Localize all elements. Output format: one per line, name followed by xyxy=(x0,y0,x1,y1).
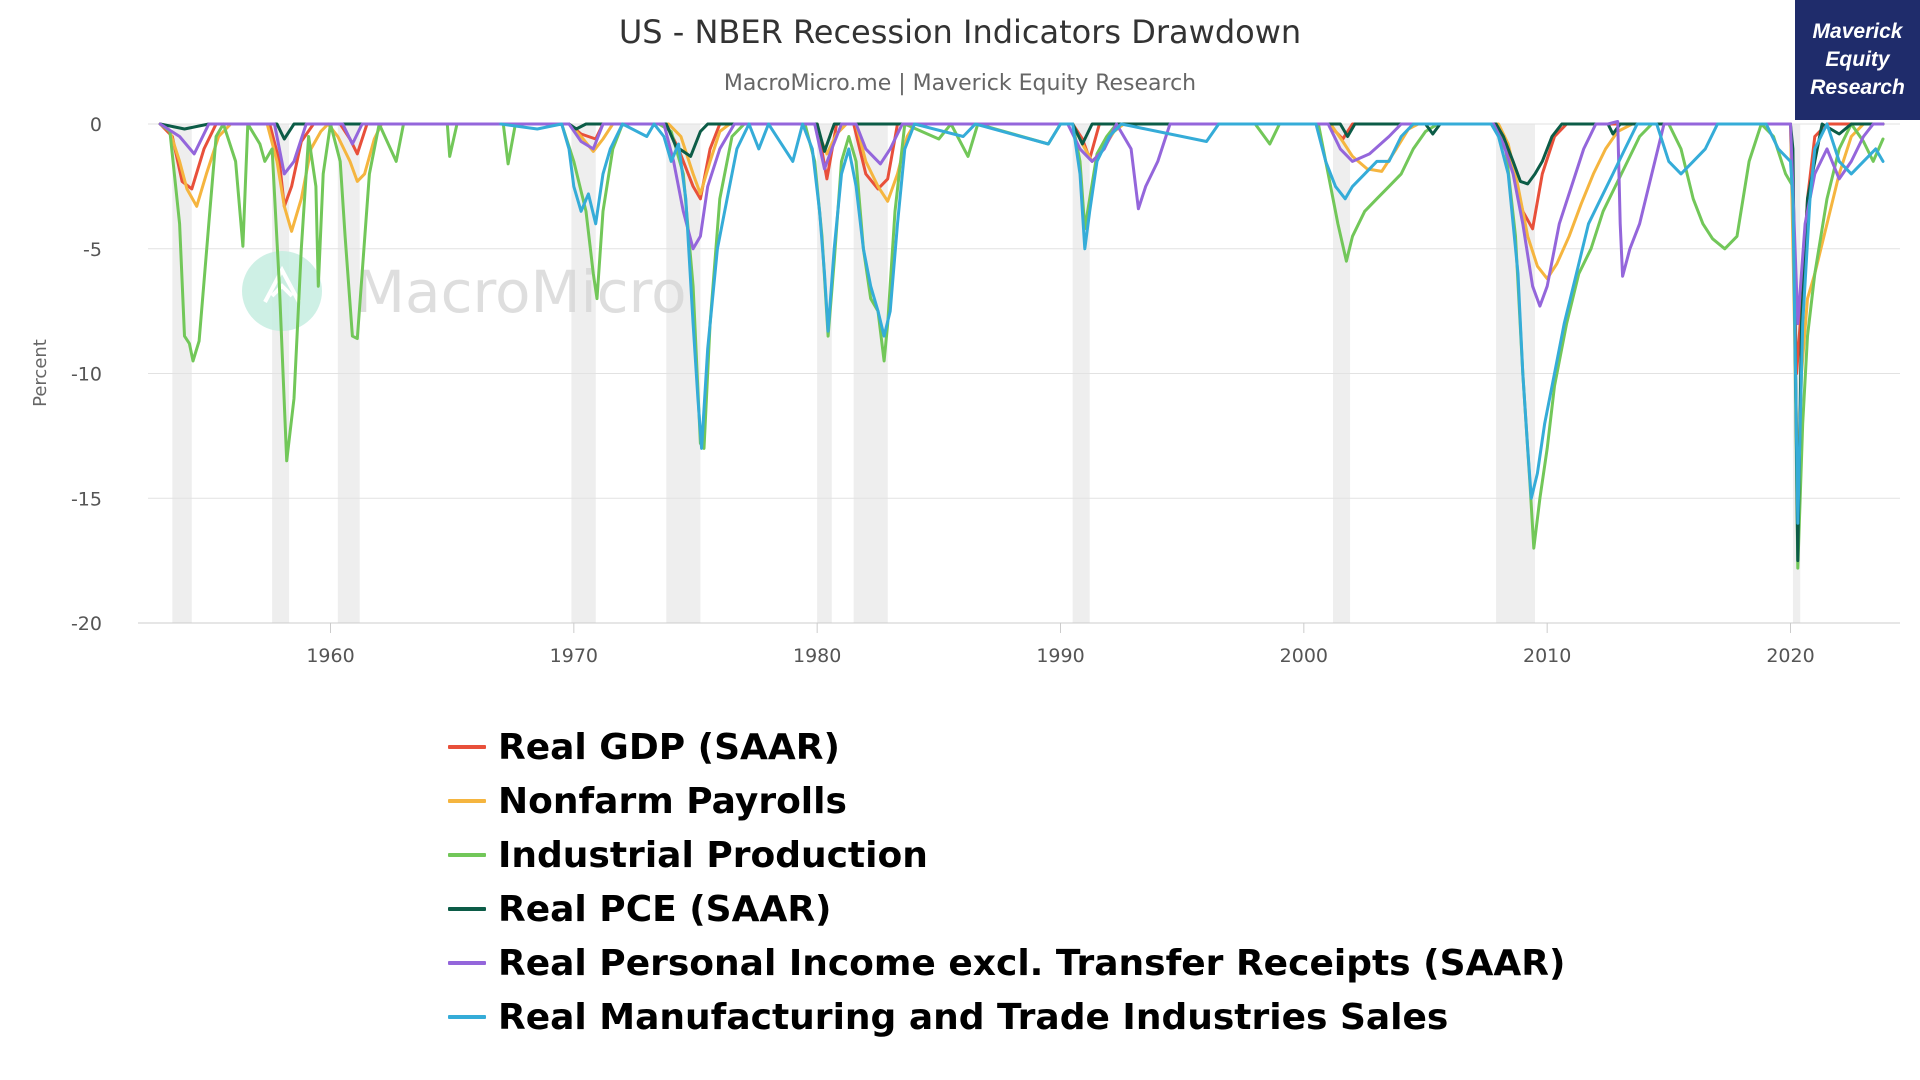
x-tick-label: 1990 xyxy=(1036,645,1084,667)
legend-label-real-pce: Real PCE (SAAR) xyxy=(498,888,832,930)
legend-swatch-nonfarm-payrolls xyxy=(448,799,486,803)
y-axis: 0 -5 -10 -15 -20 xyxy=(71,114,102,635)
series-lines xyxy=(158,120,1885,570)
x-tick-label: 2010 xyxy=(1523,645,1571,667)
legend-item-real-gdp[interactable]: Real GDP (SAAR) xyxy=(448,720,1565,774)
x-tick-label: 1960 xyxy=(306,645,354,667)
series-line-2 xyxy=(158,122,1885,570)
legend-label-nonfarm-payrolls: Nonfarm Payrolls xyxy=(498,780,847,822)
legend-swatch-real-pce xyxy=(448,907,486,911)
watermark-logo-mark-icon xyxy=(263,265,301,303)
badge-line-3: Research xyxy=(1810,76,1905,99)
grid-lines xyxy=(148,123,1900,624)
x-tick-label: 2020 xyxy=(1766,645,1814,667)
legend-swatch-real-mfg-trade-sales xyxy=(448,1015,486,1019)
watermark: MacroMicro xyxy=(242,251,687,331)
series-line-1 xyxy=(158,122,1885,493)
y-axis-title: Percent xyxy=(30,339,51,407)
badge-line-1: Maverick xyxy=(1812,20,1903,43)
maverick-badge: Maverick Equity Research xyxy=(1795,0,1920,120)
legend-label-real-gdp: Real GDP (SAAR) xyxy=(498,726,840,768)
y-tick-label: -20 xyxy=(71,613,102,635)
legend: Real GDP (SAAR) Nonfarm Payrolls Industr… xyxy=(448,720,1565,1044)
watermark-logo-icon xyxy=(242,251,322,331)
legend-item-real-personal-income[interactable]: Real Personal Income excl. Transfer Rece… xyxy=(448,936,1565,990)
y-tick-label: -5 xyxy=(83,239,102,261)
y-tick-label: -15 xyxy=(71,488,102,510)
series-line-5 xyxy=(499,122,1885,525)
x-axis: 1960 1970 1980 1990 2000 2010 2020 xyxy=(138,622,1900,667)
chart-title: US - NBER Recession Indicators Drawdown xyxy=(619,13,1301,51)
legend-swatch-industrial-production xyxy=(448,853,486,857)
series-line-4 xyxy=(158,120,1885,326)
legend-item-industrial-production[interactable]: Industrial Production xyxy=(448,828,1565,882)
x-tick-label: 1970 xyxy=(550,645,598,667)
series-line-0 xyxy=(158,122,1885,375)
chart-subtitle: MacroMicro.me | Maverick Equity Research xyxy=(724,71,1196,96)
y-tick-label: 0 xyxy=(90,114,102,136)
watermark-text: MacroMicro xyxy=(355,258,687,326)
y-tick-label: -10 xyxy=(71,364,102,386)
legend-label-real-personal-income: Real Personal Income excl. Transfer Rece… xyxy=(498,942,1566,984)
legend-item-real-pce[interactable]: Real PCE (SAAR) xyxy=(448,882,1565,936)
badge-line-2: Equity xyxy=(1825,48,1890,71)
legend-label-industrial-production: Industrial Production xyxy=(498,834,928,876)
legend-item-real-mfg-trade-sales[interactable]: Real Manufacturing and Trade Industries … xyxy=(448,990,1565,1044)
x-tick-label: 1980 xyxy=(793,645,841,667)
series-line-3 xyxy=(158,122,1885,563)
legend-item-nonfarm-payrolls[interactable]: Nonfarm Payrolls xyxy=(448,774,1565,828)
x-tick-label: 2000 xyxy=(1280,645,1328,667)
legend-label-real-mfg-trade-sales: Real Manufacturing and Trade Industries … xyxy=(498,996,1449,1038)
legend-swatch-real-personal-income xyxy=(448,961,486,965)
legend-swatch-real-gdp xyxy=(448,745,486,749)
